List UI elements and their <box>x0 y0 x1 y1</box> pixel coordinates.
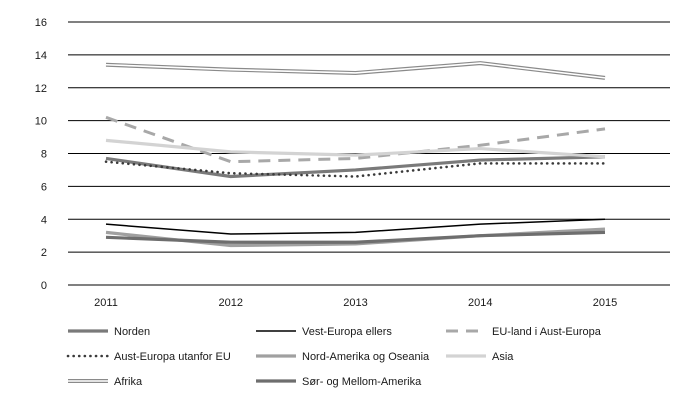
legend-item-sør-og-mellom-amerika: Sør- og Mellom-Amerika <box>256 376 422 388</box>
legend-label: Sør- og Mellom-Amerika <box>302 376 422 388</box>
legend-label: Nord-Amerika og Oseania <box>302 351 430 363</box>
y-tick-label: 10 <box>35 116 47 128</box>
x-tick-label: 2012 <box>219 297 243 309</box>
y-tick-label: 0 <box>41 280 47 292</box>
series-line-afrika <box>105 61 606 80</box>
legend-label: Afrika <box>114 376 143 388</box>
y-tick-label: 12 <box>35 83 47 95</box>
x-tick-label: 2013 <box>343 297 367 309</box>
y-tick-label: 8 <box>41 149 47 161</box>
series-line-afrika-inner <box>105 62 606 79</box>
series-line-aust-europa-utanfor-eu <box>104 160 607 178</box>
series-line-asia <box>105 138 606 159</box>
x-axis-tick-labels: 2011 2012 2013 2014 2015 <box>94 297 617 309</box>
legend-label: Aust-Europa utanfor EU <box>114 351 231 363</box>
legend-item-afrika: Afrika <box>68 376 143 388</box>
y-tick-label: 16 <box>35 17 47 29</box>
y-tick-label: 2 <box>41 247 47 259</box>
x-tick-label: 2011 <box>94 297 118 309</box>
legend-item-aust-europa-utanfor-eu: Aust-Europa utanfor EU <box>66 351 231 363</box>
legend-label: Vest-Europa ellers <box>302 326 392 338</box>
legend-label: Asia <box>492 351 514 363</box>
y-tick-label: 6 <box>41 181 47 193</box>
y-tick-label: 4 <box>41 214 47 226</box>
x-tick-label: 2015 <box>593 297 617 309</box>
legend: Norden Vest-Europa ellers EU-land i Aust-E… <box>66 326 602 388</box>
series-lines <box>104 61 607 248</box>
series-line-norden <box>105 155 606 179</box>
series-line-sør-og-mellom-amerika <box>105 230 606 244</box>
y-tick-label: 14 <box>35 50 47 62</box>
x-tick-label: 2014 <box>468 297 492 309</box>
legend-item-norden: Norden <box>68 326 150 338</box>
legend-item-vest-europa-ellers: Vest-Europa ellers <box>256 326 392 338</box>
y-axis-tick-labels: 0 2 4 6 8 10 12 14 16 <box>35 17 47 292</box>
legend-item-asia: Asia <box>446 351 514 363</box>
legend-item-eu-land-i-aust-europa: EU-land i Aust-Europa <box>446 326 602 338</box>
legend-item-nord-amerika-og-oseania: Nord-Amerika og Oseania <box>256 351 430 363</box>
legend-label: EU-land i Aust-Europa <box>492 326 602 338</box>
legend-label: Norden <box>114 326 150 338</box>
series-line-vest-europa-ellers <box>105 218 606 235</box>
